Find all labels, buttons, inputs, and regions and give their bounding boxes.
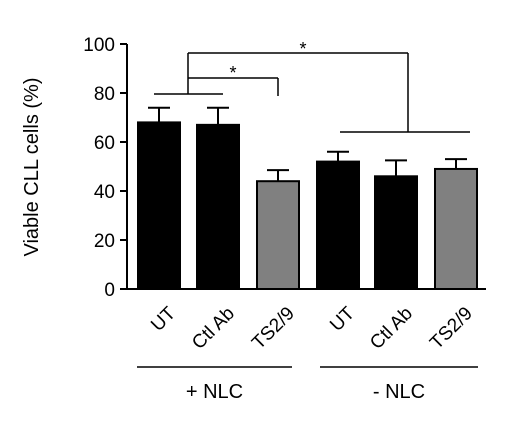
y-tick-label: 40 — [94, 182, 115, 203]
group-label: - NLC — [373, 381, 425, 403]
significance-brackets: ** — [154, 39, 470, 133]
bar — [196, 123, 240, 290]
bar — [434, 167, 478, 290]
y-tick-label: 80 — [94, 84, 115, 105]
y-axis-label: Viable CLL cells (%) — [21, 78, 43, 257]
y-tick-label: 60 — [94, 133, 115, 154]
bar — [256, 180, 300, 290]
significance-star: * — [229, 63, 236, 83]
category-labels: UT Ctl Ab TS2/9 UT Ctl Ab TS2/9 — [147, 303, 477, 354]
category-label: Ctl Ab — [188, 303, 239, 354]
y-tick-label: 20 — [94, 231, 115, 252]
bar — [374, 175, 418, 290]
category-label: TS2/9 — [426, 303, 477, 354]
category-label: Ctl Ab — [366, 303, 417, 354]
y-axis: 0 20 40 60 80 100 — [83, 35, 128, 301]
significance-star: * — [299, 39, 306, 59]
y-tick-label: 0 — [104, 280, 115, 301]
group-labels: + NLC - NLC — [137, 366, 478, 403]
category-label: UT — [326, 303, 359, 336]
category-label: UT — [147, 303, 180, 336]
error-bars — [148, 106, 467, 182]
bars — [137, 121, 478, 291]
group-label: + NLC — [186, 381, 243, 403]
bar — [137, 121, 181, 291]
category-label: TS2/9 — [248, 303, 299, 354]
y-tick-label: 100 — [83, 35, 115, 56]
bar — [316, 160, 360, 291]
